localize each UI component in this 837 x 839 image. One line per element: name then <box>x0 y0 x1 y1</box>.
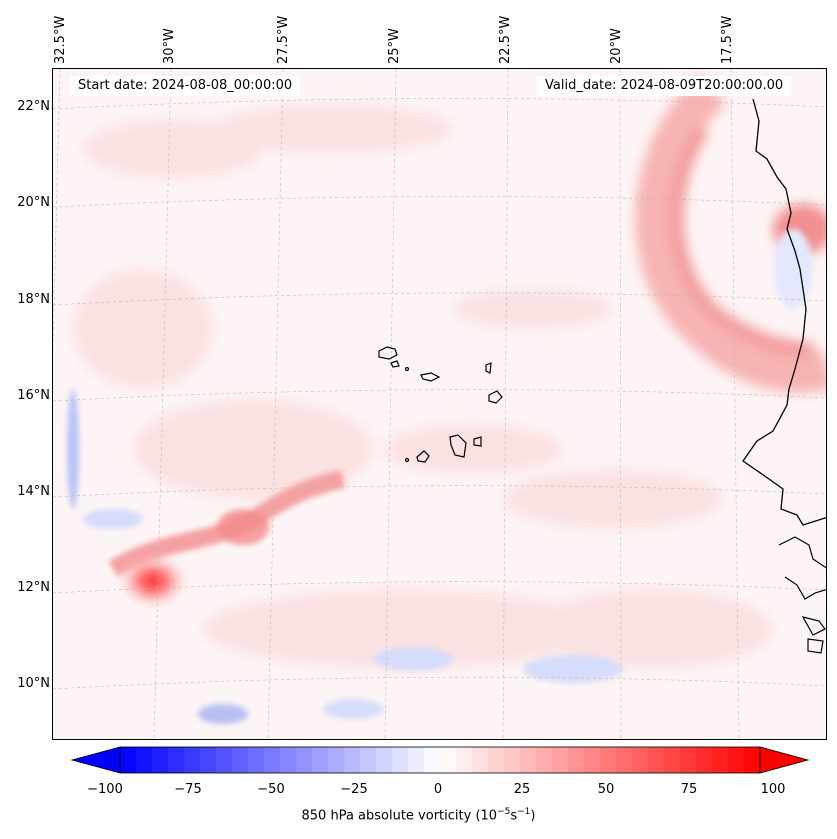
lon-label-17-5w: 17.5°W <box>720 15 735 64</box>
lon-label-30w: 30°W <box>162 28 177 64</box>
colorbar-cell <box>264 747 281 773</box>
colorbar-min-arrow <box>70 746 121 774</box>
colorbar-cell <box>616 747 633 773</box>
african-coastline <box>742 98 826 526</box>
colorbar-cell <box>744 747 761 773</box>
colorbar-cell <box>360 747 377 773</box>
lat-label-10n: 10°N <box>17 676 50 691</box>
colorbar-cell <box>280 747 297 773</box>
colorbar-tick-neg25: −25 <box>340 782 368 797</box>
colorbar-cell <box>248 747 265 773</box>
colorbar-tick-neg50: −50 <box>257 782 285 797</box>
colorbar-cell <box>712 747 729 773</box>
lat-label-14n: 14°N <box>17 484 50 499</box>
colorbar-cell <box>216 747 233 773</box>
colorbar-cell <box>456 747 473 773</box>
positive-vorticity-patches <box>73 104 773 669</box>
colorbar-cell <box>152 747 169 773</box>
colorbar-cells <box>120 747 761 773</box>
colorbar-tick-50: 50 <box>597 782 615 797</box>
colorbar-cell <box>184 747 201 773</box>
colorbar-cell <box>296 747 313 773</box>
vorticity-map <box>52 68 827 740</box>
valid-date-label: Valid_date: 2024-08-09T20:00:00.00 <box>537 76 792 96</box>
colorbar-cell <box>696 747 713 773</box>
colorbar-cell <box>424 747 441 773</box>
colorbar-cell <box>392 747 409 773</box>
colorbar-cell <box>120 747 137 773</box>
colorbar-cell <box>200 747 217 773</box>
colorbar-cell <box>136 747 153 773</box>
lat-label-16n: 16°N <box>17 388 50 403</box>
colorbar-cell <box>344 747 361 773</box>
colorbar-cell <box>168 747 185 773</box>
lat-label-18n: 18°N <box>17 292 50 307</box>
colorbar-cell <box>648 747 665 773</box>
colorbar-cell <box>600 747 617 773</box>
lat-label-20n: 20°N <box>17 195 50 210</box>
colorbar-tick-75: 75 <box>680 782 698 797</box>
colorbar-cell <box>408 747 425 773</box>
colorbar-cell <box>440 747 457 773</box>
colorbar-cell <box>568 747 585 773</box>
lon-label-32-5w: 32.5°W <box>53 15 68 64</box>
lat-label-22n: 22°N <box>17 99 50 114</box>
colorbar-frame <box>119 746 761 774</box>
colorbar-cell <box>472 747 489 773</box>
colorbar-cell <box>664 747 681 773</box>
colorbar-cell <box>632 747 649 773</box>
start-date-label: Start date: 2024-08-08_00:00:00 <box>70 76 301 96</box>
negative-vorticity-patches <box>67 229 813 724</box>
colorbar-cell <box>552 747 569 773</box>
vorticity-field <box>53 69 826 739</box>
colorbar-max-arrow <box>759 746 810 774</box>
colorbar-cell <box>232 747 249 773</box>
colorbar-cell <box>488 747 505 773</box>
colorbar-tick-25: 25 <box>513 782 531 797</box>
colorbar-cell <box>328 747 345 773</box>
lon-label-20w: 20°W <box>609 28 624 64</box>
colorbar-tick-neg75: −75 <box>174 782 202 797</box>
gambia-coast <box>778 536 826 569</box>
lon-label-22-5w: 22.5°W <box>498 15 513 64</box>
colorbar-cell <box>376 747 393 773</box>
colorbar-tick-0: 0 <box>433 782 443 797</box>
colorbar-cell <box>536 747 553 773</box>
colorbar-title: 850 hPa absolute vorticity (10−5s−1) <box>301 807 536 824</box>
lon-label-27-5w: 27.5°W <box>276 15 291 64</box>
vortex-band <box>108 470 345 609</box>
colorbar-cell <box>312 747 329 773</box>
colorbar-tick-100: 100 <box>760 782 786 797</box>
lat-label-12n: 12°N <box>17 580 50 595</box>
colorbar <box>70 746 810 774</box>
colorbar-cell <box>584 747 601 773</box>
colorbar-cell <box>680 747 697 773</box>
cape-verde-islands <box>378 346 503 463</box>
graticule <box>53 69 826 739</box>
guinea-bissau-coast <box>784 576 826 600</box>
colorbar-cell <box>520 747 537 773</box>
colorbar-cell <box>504 747 521 773</box>
colorbar-cell <box>728 747 745 773</box>
colorbar-tick-neg100: −100 <box>87 782 123 797</box>
bijagos-islands <box>801 616 826 654</box>
lon-label-25w: 25°W <box>387 28 402 64</box>
